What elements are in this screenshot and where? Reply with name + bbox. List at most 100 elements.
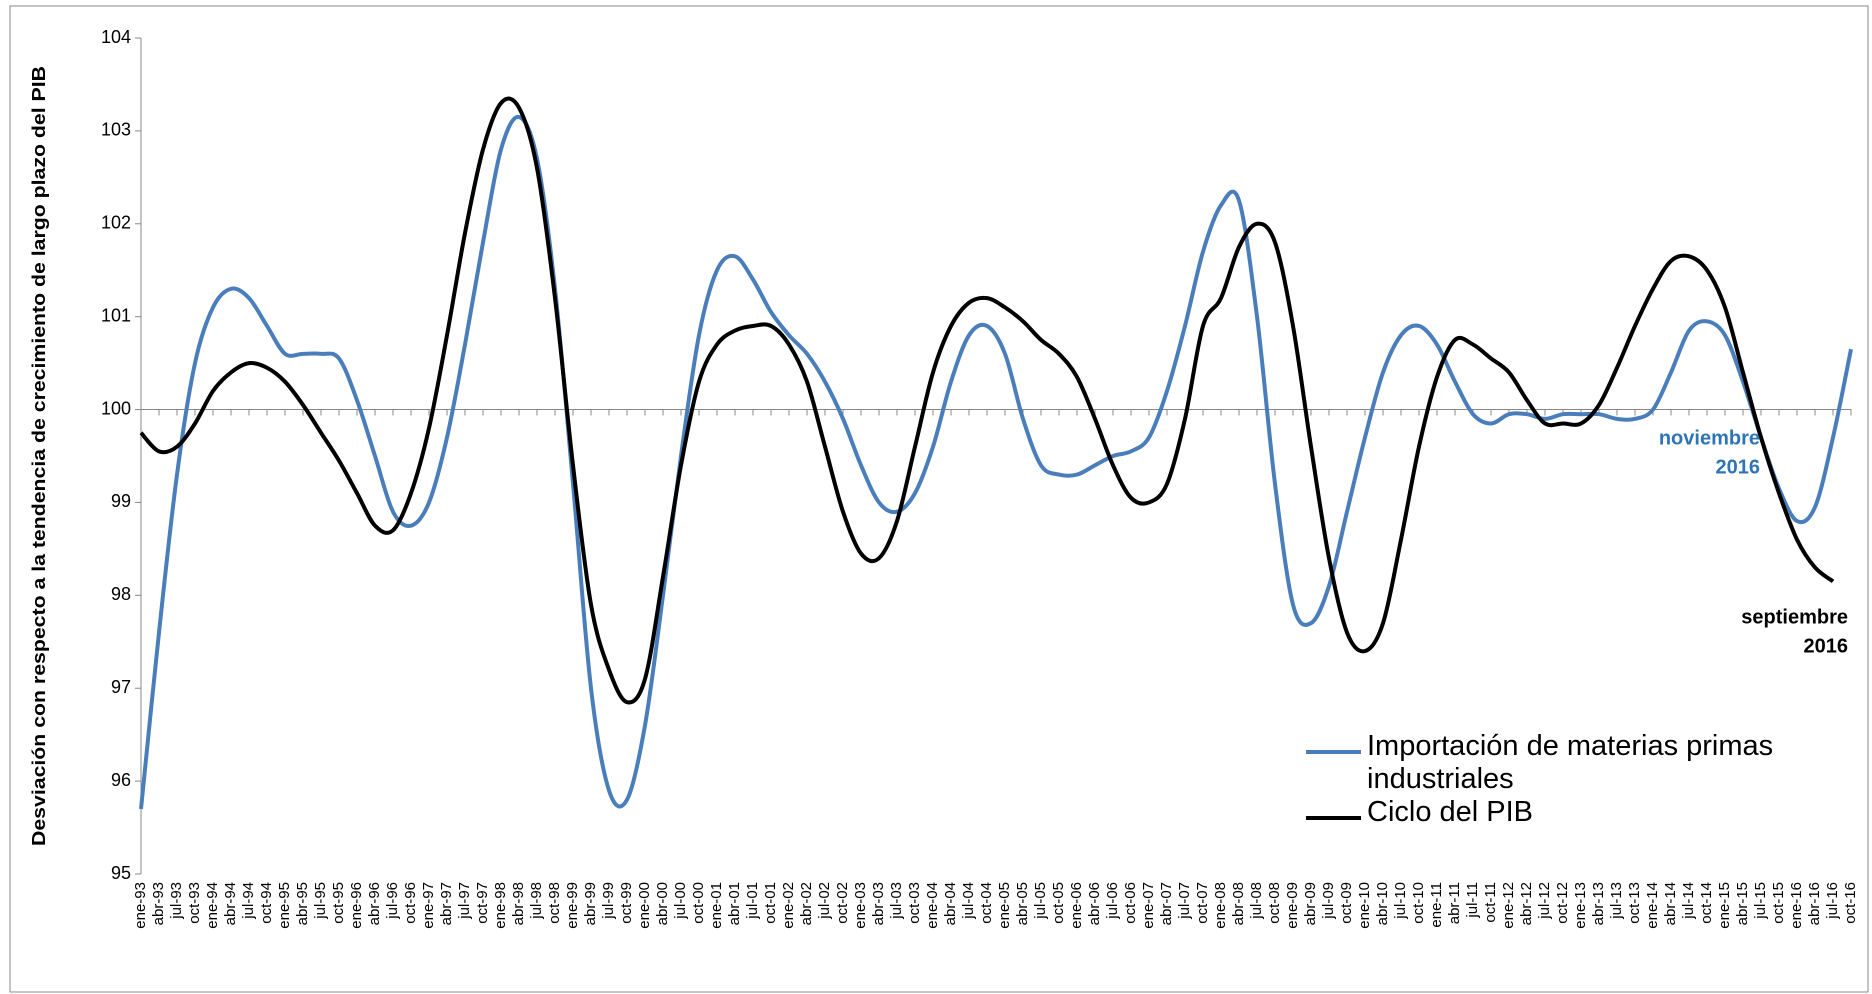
x-tick-label: ene-04 bbox=[924, 882, 941, 929]
x-tick-label: abr-14 bbox=[1662, 882, 1679, 925]
y-tick-label: 101 bbox=[101, 305, 131, 325]
x-tick-label: jul-08 bbox=[1248, 882, 1265, 920]
x-tick-label: ene-16 bbox=[1788, 882, 1805, 929]
x-tick-label: ene-99 bbox=[564, 882, 581, 929]
x-tick-label: jul-95 bbox=[312, 882, 329, 920]
x-tick-label: abr-09 bbox=[1302, 882, 1319, 925]
series-line bbox=[139, 114, 1853, 810]
x-tick-label: oct-07 bbox=[1194, 882, 1211, 924]
y-tick-label: 103 bbox=[101, 120, 131, 140]
x-tick-label: jul-03 bbox=[888, 882, 905, 920]
x-tick-label: abr-08 bbox=[1230, 882, 1247, 925]
x-tick-label: jul-06 bbox=[1104, 882, 1121, 920]
y-tick-label: 99 bbox=[111, 491, 131, 511]
y-tick-label: 98 bbox=[111, 584, 131, 604]
x-tick-label: oct-99 bbox=[618, 882, 635, 924]
x-tick-label: ene-13 bbox=[1572, 882, 1589, 929]
x-tick-label: jul-13 bbox=[1608, 882, 1625, 920]
x-tick-label: oct-10 bbox=[1410, 882, 1427, 924]
x-tick-label: ene-06 bbox=[1068, 882, 1085, 929]
annotation: 2016 bbox=[1804, 635, 1849, 657]
x-tick-label: jul-05 bbox=[1032, 882, 1049, 920]
x-tick-label: ene-94 bbox=[204, 882, 221, 929]
x-tick-label: jul-96 bbox=[384, 882, 401, 920]
x-tick-label: oct-00 bbox=[690, 882, 707, 924]
y-tick-label: 95 bbox=[111, 863, 131, 883]
x-tick-label: abr-96 bbox=[366, 882, 383, 925]
x-tick-label: jul-00 bbox=[672, 882, 689, 920]
x-tick-label: ene-03 bbox=[852, 882, 869, 929]
x-tick-label: ene-08 bbox=[1212, 882, 1229, 929]
x-tick-label: oct-14 bbox=[1698, 882, 1715, 924]
x-tick-label: abr-03 bbox=[870, 882, 887, 925]
x-tick-label: jul-94 bbox=[240, 882, 257, 920]
x-tick-label: oct-16 bbox=[1842, 882, 1859, 924]
x-tick-label: oct-05 bbox=[1050, 882, 1067, 924]
x-tick-label: jul-10 bbox=[1392, 882, 1409, 920]
x-tick-label: abr-94 bbox=[222, 882, 239, 925]
x-tick-label: abr-99 bbox=[582, 882, 599, 925]
x-tick-label: jul-14 bbox=[1680, 882, 1697, 920]
x-tick-label: ene-07 bbox=[1140, 882, 1157, 929]
x-tick-label: oct-96 bbox=[402, 882, 419, 924]
x-tick-label: ene-02 bbox=[780, 882, 797, 929]
y-tick-label: 96 bbox=[111, 770, 131, 790]
legend: Importación de materias primas industria… bbox=[1306, 730, 1866, 829]
x-tick-label: oct-06 bbox=[1122, 882, 1139, 924]
y-axis-label: Desviación con respecto a la tendencia d… bbox=[29, 66, 49, 846]
x-tick-label: ene-96 bbox=[348, 882, 365, 929]
annotation: noviembre bbox=[1659, 427, 1760, 449]
x-tick-label: ene-05 bbox=[996, 882, 1013, 929]
x-tick-label: oct-97 bbox=[474, 882, 491, 924]
x-tick-label: oct-11 bbox=[1482, 882, 1499, 923]
x-tick-label: abr-02 bbox=[798, 882, 815, 925]
x-tick-label: abr-04 bbox=[942, 882, 959, 925]
x-tick-label: jul-09 bbox=[1320, 882, 1337, 920]
x-tick-label: oct-03 bbox=[906, 882, 923, 924]
x-tick-label: abr-15 bbox=[1734, 882, 1751, 925]
annotation: 2016 bbox=[1716, 456, 1761, 478]
x-tick-label: oct-08 bbox=[1266, 882, 1283, 924]
x-tick-label: oct-94 bbox=[258, 882, 275, 924]
x-tick-label: abr-97 bbox=[438, 882, 455, 925]
legend-swatch bbox=[1306, 816, 1361, 820]
x-tick-label: abr-16 bbox=[1806, 882, 1823, 925]
x-tick-label: abr-01 bbox=[726, 882, 743, 925]
x-tick-label: ene-09 bbox=[1284, 882, 1301, 929]
annotation: septiembre bbox=[1741, 606, 1848, 628]
x-tick-label: abr-07 bbox=[1158, 882, 1175, 925]
x-tick-label: abr-10 bbox=[1374, 882, 1391, 925]
x-tick-label: oct-09 bbox=[1338, 882, 1355, 924]
x-tick-label: abr-93 bbox=[150, 882, 167, 925]
x-tick-label: jul-98 bbox=[528, 882, 545, 920]
x-tick-label: abr-00 bbox=[654, 882, 671, 925]
x-tick-label: oct-04 bbox=[978, 882, 995, 924]
x-tick-label: ene-14 bbox=[1644, 882, 1661, 929]
x-tick-label: jul-99 bbox=[600, 882, 617, 920]
x-tick-label: ene-10 bbox=[1356, 882, 1373, 929]
x-tick-label: jul-16 bbox=[1824, 882, 1841, 920]
legend-label: Ciclo del PIB bbox=[1367, 796, 1534, 828]
x-tick-label: ene-12 bbox=[1500, 882, 1517, 929]
x-tick-label: abr-05 bbox=[1014, 882, 1031, 925]
chart-border bbox=[9, 5, 1869, 993]
x-tick-label: ene-01 bbox=[708, 882, 725, 929]
x-tick-label: abr-95 bbox=[294, 882, 311, 925]
x-tick-label: jul-15 bbox=[1752, 882, 1769, 920]
x-tick-label: abr-11 bbox=[1446, 882, 1463, 924]
x-tick-label: oct-02 bbox=[834, 882, 851, 924]
x-tick-label: ene-95 bbox=[276, 882, 293, 929]
x-tick-label: jul-97 bbox=[456, 882, 473, 920]
x-tick-label: abr-12 bbox=[1518, 882, 1535, 925]
x-tick-label: ene-11 bbox=[1428, 882, 1445, 928]
x-tick-label: abr-98 bbox=[510, 882, 527, 925]
x-tick-label: abr-06 bbox=[1086, 882, 1103, 925]
x-tick-label: ene-98 bbox=[492, 882, 509, 929]
x-tick-label: oct-01 bbox=[762, 882, 779, 924]
x-tick-label: jul-01 bbox=[744, 882, 761, 920]
x-tick-label: oct-12 bbox=[1554, 882, 1571, 924]
legend-label: Importación de materias primas industria… bbox=[1367, 730, 1774, 795]
y-tick-label: 97 bbox=[111, 677, 131, 697]
